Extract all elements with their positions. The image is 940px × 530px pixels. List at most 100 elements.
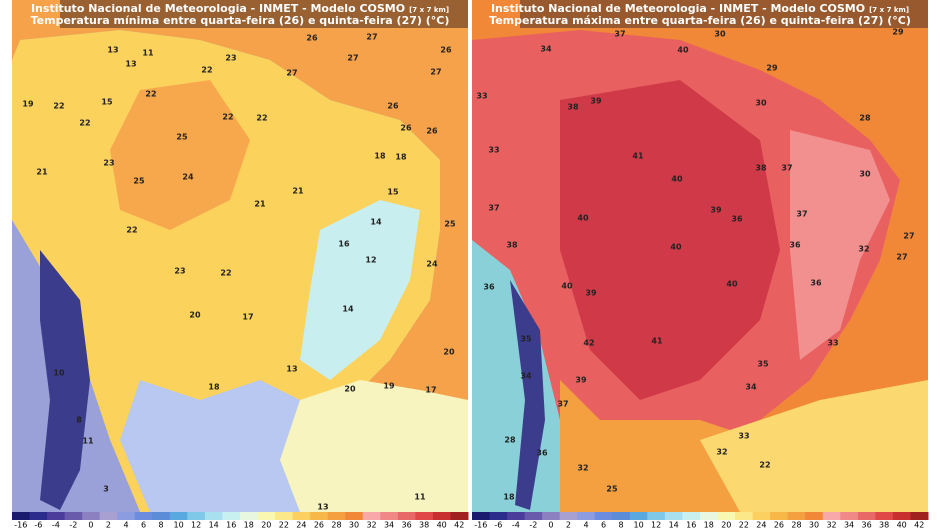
temp-label: 23	[225, 54, 236, 63]
colorbar-swatch	[559, 512, 578, 520]
temp-label: 11	[82, 437, 94, 446]
temp-label: 22	[222, 113, 233, 122]
colorbar-swatch	[275, 512, 294, 520]
map-title: Instituto Nacional de Meteorologia - INM…	[491, 2, 909, 15]
temp-label: 17	[425, 386, 436, 395]
colorbar-tick: 36	[402, 521, 412, 530]
temp-label: 40	[670, 243, 682, 252]
temp-label: 41	[632, 152, 644, 161]
colorbar-swatch	[735, 512, 754, 520]
colorbar-tick: 2	[566, 521, 571, 530]
temp-label: 18	[374, 152, 386, 161]
colorbar-tick: 14	[209, 521, 219, 530]
colorbar-swatch	[450, 512, 469, 520]
temp-label: 21	[254, 200, 266, 209]
colorbar-tick: 20	[261, 521, 271, 530]
temp-label: 22	[53, 102, 64, 111]
colorbar-tick: 38	[879, 521, 889, 530]
temp-label: 34	[540, 45, 552, 54]
colorbar-tick: 22	[279, 521, 289, 530]
colorbar-swatch	[910, 512, 929, 520]
temp-label: 37	[781, 164, 792, 173]
temp-label: 37	[488, 204, 499, 213]
temp-label: 30	[859, 170, 871, 179]
colorbar-tick: -6	[494, 521, 502, 530]
colorbar-tick: 10	[174, 521, 184, 530]
colorbar-tick: 30	[809, 521, 819, 530]
temp-label: 22	[126, 226, 137, 235]
colorbar-swatch	[647, 512, 666, 520]
colorbar-tick: 40	[437, 521, 447, 530]
colorbar-swatch	[787, 512, 806, 520]
temp-label: 14	[370, 218, 382, 227]
temp-label: 22	[220, 269, 231, 278]
colorbar-swatch	[169, 512, 188, 520]
temp-label: 32	[577, 464, 588, 473]
temp-label: 27	[896, 253, 907, 262]
map-subtitle: Temperatura mínima entre quarta-feira (2…	[31, 14, 450, 27]
colorbar-tick: 22	[739, 521, 749, 530]
temp-label: 19	[22, 100, 34, 109]
colorbar-swatch	[397, 512, 416, 520]
colorbar-swatch	[117, 512, 136, 520]
temp-label: 12	[365, 256, 376, 265]
temp-label: 30	[714, 30, 726, 39]
colorbar-swatch	[152, 512, 171, 520]
colorbar-tick: 4	[583, 521, 588, 530]
colorbar-swatch	[82, 512, 101, 520]
temp-label: 35	[757, 360, 769, 369]
temp-label: 26	[306, 34, 318, 43]
colorbar-tick: 12	[191, 521, 201, 530]
colorbar-tick: 18	[704, 521, 714, 530]
temp-label: 38	[506, 241, 518, 250]
colorbar-swatch	[700, 512, 719, 520]
temp-label: 21	[36, 168, 48, 177]
map-subtitle: Temperatura máxima entre quarta-feira (2…	[489, 14, 911, 27]
colorbar-swatch	[664, 512, 683, 520]
title-text: Instituto Nacional de Meteorologia - INM…	[31, 2, 405, 15]
temp-label: 16	[338, 240, 350, 249]
colorbar-tick: -4	[52, 521, 60, 530]
temp-label: 11	[414, 493, 426, 502]
colorbar-tick: 18	[244, 521, 254, 530]
temp-label: 21	[292, 187, 304, 196]
resolution: [7 x 7 km]	[409, 6, 449, 14]
temp-label: 13	[317, 503, 328, 512]
temp-label: 20	[189, 311, 201, 320]
temp-label: 26	[400, 124, 412, 133]
temp-label: 33	[488, 146, 499, 155]
colorbar-swatch	[612, 512, 631, 520]
temp-label: 23	[103, 159, 114, 168]
temp-label: 26	[387, 102, 399, 111]
colorbar-swatch	[857, 512, 876, 520]
temp-label: 10	[53, 369, 65, 378]
colorbar-swatch	[415, 512, 434, 520]
colorbar-swatch	[594, 512, 613, 520]
temp-label: 40	[671, 175, 683, 184]
temp-label: 32	[716, 448, 727, 457]
temp-label: 34	[745, 383, 757, 392]
temp-label: 13	[125, 60, 136, 69]
temp-label: 40	[561, 282, 573, 291]
colorbar-tick: 14	[669, 521, 679, 530]
colorbar-tick: 40	[897, 521, 907, 530]
temp-label: 27	[366, 33, 377, 42]
temp-label: 39	[585, 289, 597, 298]
temp-label: 20	[344, 385, 356, 394]
colorbar-swatch	[12, 512, 31, 520]
colorbar-tick: -2	[529, 521, 537, 530]
temp-label: 25	[133, 177, 145, 186]
colorbar-swatch	[840, 512, 859, 520]
temp-label: 23	[174, 267, 185, 276]
temp-label: 17	[242, 313, 253, 322]
colorbar-swatch	[682, 512, 701, 520]
temp-label: 39	[575, 376, 587, 385]
colorbar-tick: -16	[474, 521, 487, 530]
colorbar-tick: 12	[651, 521, 661, 530]
temp-label: 30	[755, 99, 767, 108]
temp-label: 27	[286, 69, 297, 78]
colorbar-tick: 2	[106, 521, 111, 530]
temp-label: 36	[731, 215, 743, 224]
temp-label: 14	[342, 305, 354, 314]
colorbar-swatch	[577, 512, 596, 520]
